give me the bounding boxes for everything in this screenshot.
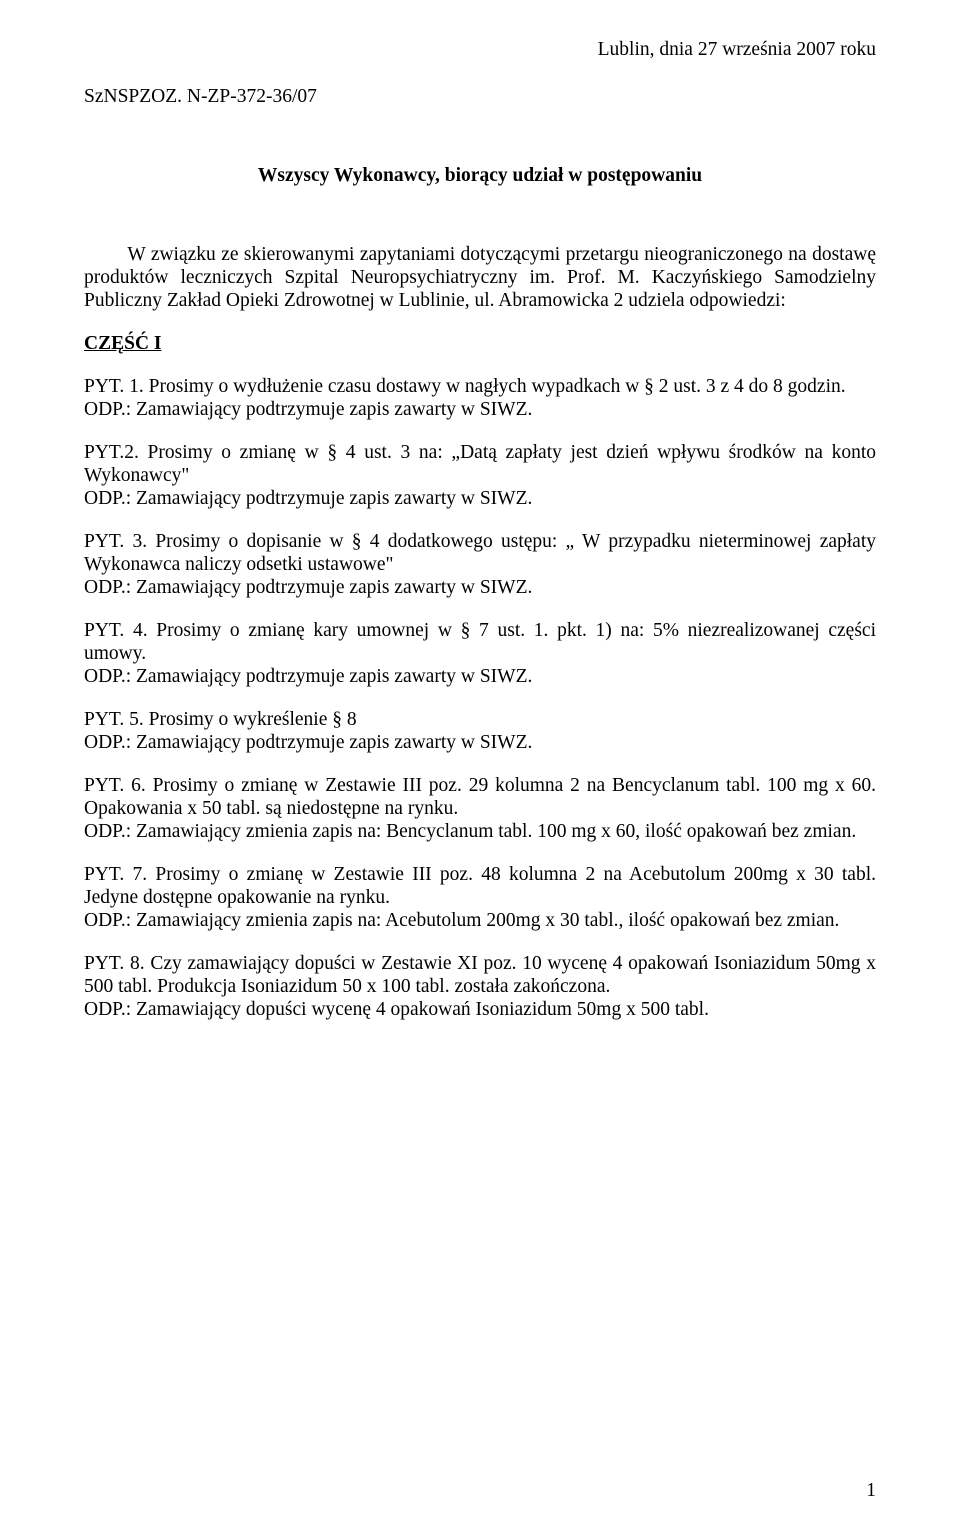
answer-text: ODP.: Zamawiający podtrzymuje zapis zawa… [84,665,876,688]
qa-block: PYT. 1. Prosimy o wydłużenie czasu dosta… [84,375,876,421]
question-text: PYT. 3. Prosimy o dopisanie w § 4 dodatk… [84,530,876,576]
intro-paragraph: W związku ze skierowanymi zapytaniami do… [84,243,876,312]
qa-block: PYT.2. Prosimy o zmianę w § 4 ust. 3 na:… [84,441,876,510]
qa-block: PYT. 6. Prosimy o zmianę w Zestawie III … [84,774,876,843]
part-heading: CZĘŚĆ I [84,332,876,355]
qa-block: PYT. 4. Prosimy o zmianę kary umownej w … [84,619,876,688]
question-text: PYT. 4. Prosimy o zmianę kary umownej w … [84,619,876,665]
qa-block: PYT. 3. Prosimy o dopisanie w § 4 dodatk… [84,530,876,599]
qa-block: PYT. 7. Prosimy o zmianę w Zestawie III … [84,863,876,932]
date-line: Lublin, dnia 27 września 2007 roku [84,38,876,61]
question-text: PYT. 8. Czy zamawiający dopuści w Zestaw… [84,952,876,998]
answer-text: ODP.: Zamawiający podtrzymuje zapis zawa… [84,398,876,421]
document-reference: SzNSPZOZ. N-ZP-372-36/07 [84,85,876,108]
recipient: Wszyscy Wykonawcy, biorący udział w post… [84,164,876,187]
question-text: PYT. 1. Prosimy o wydłużenie czasu dosta… [84,375,876,398]
question-text: PYT. 6. Prosimy o zmianę w Zestawie III … [84,774,876,820]
qa-block: PYT. 8. Czy zamawiający dopuści w Zestaw… [84,952,876,1021]
answer-text: ODP.: Zamawiający podtrzymuje zapis zawa… [84,731,876,754]
question-text: PYT. 7. Prosimy o zmianę w Zestawie III … [84,863,876,909]
qa-block: PYT. 5. Prosimy o wykreślenie § 8 ODP.: … [84,708,876,754]
answer-text: ODP.: Zamawiający podtrzymuje zapis zawa… [84,576,876,599]
question-text: PYT.2. Prosimy o zmianę w § 4 ust. 3 na:… [84,441,876,487]
answer-text: ODP.: Zamawiający zmienia zapis na: Aceb… [84,909,876,932]
answer-text: ODP.: Zamawiający podtrzymuje zapis zawa… [84,487,876,510]
answer-text: ODP.: Zamawiający dopuści wycenę 4 opako… [84,998,876,1021]
intro-text: W związku ze skierowanymi zapytaniami do… [84,244,876,311]
page-number: 1 [866,1479,876,1502]
question-text: PYT. 5. Prosimy o wykreślenie § 8 [84,708,876,731]
answer-text: ODP.: Zamawiający zmienia zapis na: Benc… [84,820,876,843]
